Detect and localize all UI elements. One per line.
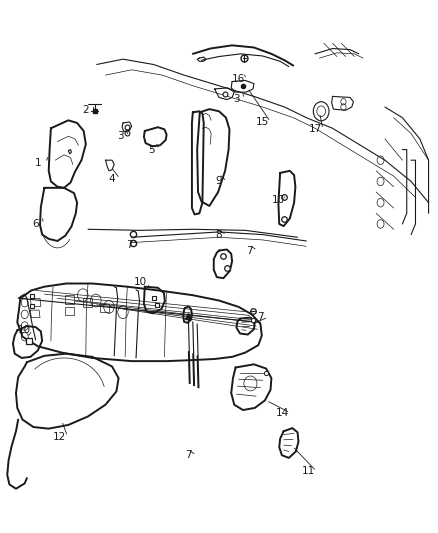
- Text: 10: 10: [18, 325, 31, 335]
- Text: 14: 14: [276, 408, 289, 418]
- Text: 7: 7: [126, 240, 133, 250]
- Bar: [65, 307, 74, 316]
- Text: 5: 5: [148, 144, 155, 155]
- Text: 4: 4: [109, 174, 115, 184]
- Text: 12: 12: [53, 432, 66, 442]
- Text: 3: 3: [117, 131, 124, 141]
- Text: 15: 15: [256, 117, 269, 127]
- Text: 3: 3: [233, 94, 240, 104]
- Bar: [65, 295, 74, 304]
- Text: 7: 7: [246, 246, 253, 255]
- Text: 9: 9: [215, 176, 223, 187]
- Bar: [100, 304, 109, 312]
- Text: 16: 16: [232, 75, 245, 84]
- Text: 6: 6: [32, 219, 39, 229]
- Text: 7: 7: [257, 312, 264, 322]
- Bar: [83, 298, 92, 307]
- Text: 8: 8: [215, 230, 223, 240]
- Text: 10: 10: [272, 195, 285, 205]
- Text: 7: 7: [185, 450, 192, 460]
- Text: 11: 11: [302, 466, 315, 476]
- Text: 17: 17: [308, 124, 321, 134]
- Text: 2: 2: [82, 104, 89, 115]
- Text: 1: 1: [35, 158, 41, 168]
- Text: 10: 10: [134, 278, 147, 287]
